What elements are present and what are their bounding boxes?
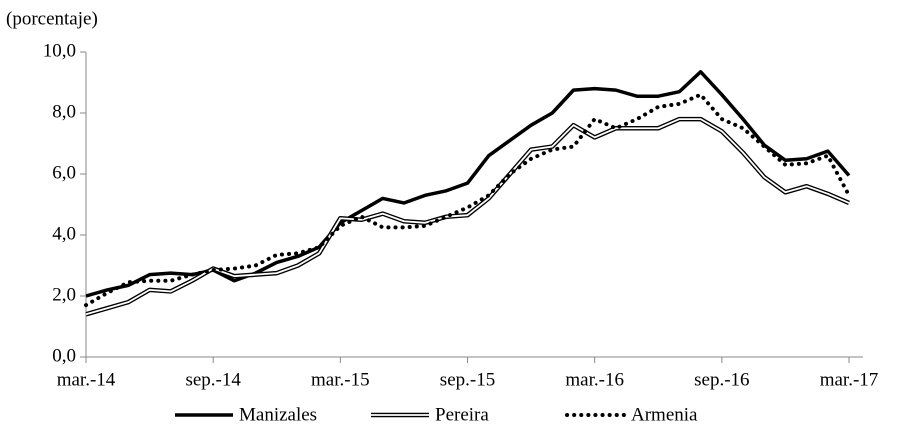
x-tick-label: mar.-15 (311, 369, 370, 390)
series-line (85, 70, 851, 298)
y-tick-label: 4,0 (52, 223, 76, 244)
x-tick-label: mar.-16 (565, 369, 624, 390)
x-tick-label: mar.-17 (820, 369, 879, 390)
legend-label: Pereira (435, 404, 489, 425)
y-tick-label: 10,0 (43, 40, 76, 61)
series-line (84, 92, 851, 308)
y-tick-label: 6,0 (52, 162, 76, 183)
y-tick-label: 8,0 (52, 101, 76, 122)
x-tick-label: sep.-16 (694, 369, 749, 390)
legend-label: Manizales (239, 404, 317, 425)
y-tick-label: 2,0 (52, 284, 76, 305)
series-line (85, 116, 850, 317)
x-tick-label: sep.-15 (440, 369, 495, 390)
legend-label: Armenia (631, 404, 698, 425)
x-tick-label: sep.-14 (185, 369, 241, 390)
x-tick-label: mar.-14 (57, 369, 116, 390)
y-tick-label: 0,0 (52, 345, 76, 366)
chart-subtitle: (porcentaje) (6, 8, 98, 29)
